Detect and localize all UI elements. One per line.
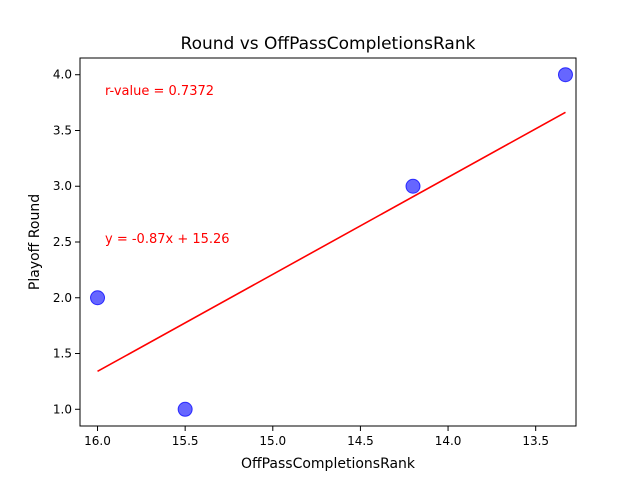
- y-tick-label: 3.0: [53, 179, 72, 193]
- data-point: [557, 67, 573, 83]
- x-tick-label: 13.5: [522, 434, 549, 448]
- regression-line-group: [97, 111, 566, 373]
- x-tick-label: 15.5: [172, 434, 199, 448]
- chart-title: Round vs OffPassCompletionsRank: [181, 34, 476, 54]
- data-point: [405, 178, 421, 194]
- x-axis-label: OffPassCompletionsRank: [241, 456, 416, 472]
- y-tick-label: 1.0: [53, 402, 72, 416]
- x-axis-ticks: 16.0 15.5 15.0 14.5 14.0 13.5: [84, 426, 549, 448]
- data-points: [90, 67, 573, 417]
- regression-line: [97, 111, 566, 373]
- x-tick-label: 15.0: [259, 434, 286, 448]
- x-tick-label: 14.0: [435, 434, 462, 448]
- r-value-annotation: r-value = 0.7372: [105, 84, 214, 99]
- x-tick-label: 16.0: [84, 434, 111, 448]
- y-tick-label: 2.0: [53, 291, 72, 305]
- x-tick-label: 14.5: [347, 434, 374, 448]
- y-tick-label: 1.5: [53, 347, 72, 361]
- y-tick-label: 4.0: [53, 68, 72, 82]
- data-point: [177, 401, 193, 417]
- y-axis-label: Playoff Round: [27, 194, 43, 290]
- y-tick-label: 3.5: [53, 123, 72, 137]
- regression-equation-annotation: y = -0.87x + 15.26: [105, 232, 230, 247]
- y-axis-ticks: 1.0 1.5 2.0 2.5 3.0 3.5 4.0: [53, 68, 80, 416]
- y-tick-label: 2.5: [53, 235, 72, 249]
- data-point: [90, 290, 106, 306]
